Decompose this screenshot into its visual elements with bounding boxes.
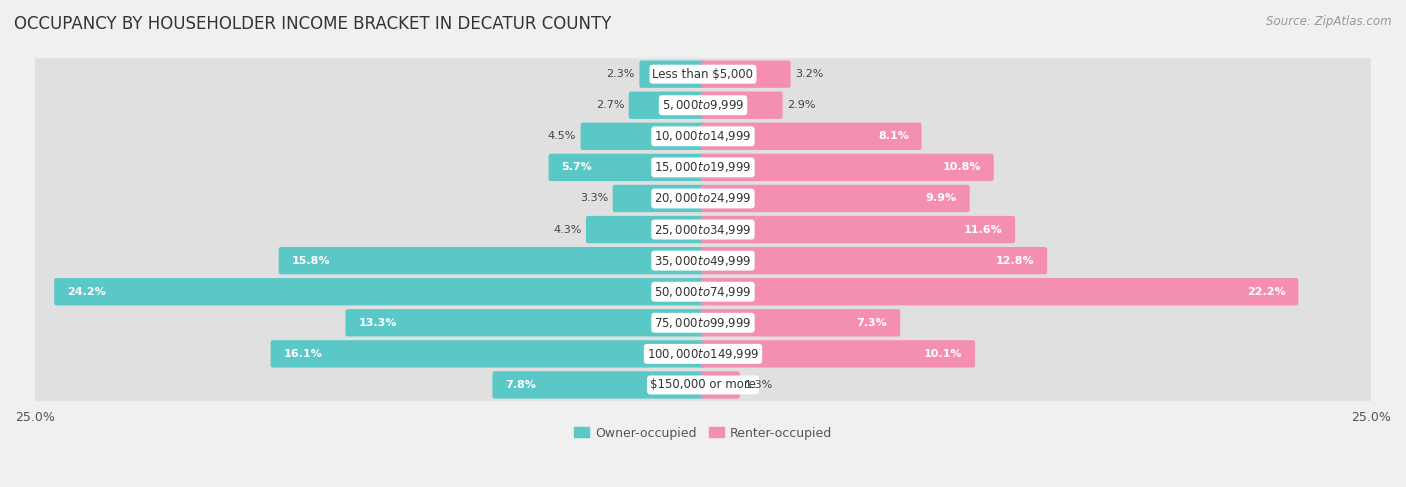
FancyBboxPatch shape bbox=[700, 154, 994, 181]
FancyBboxPatch shape bbox=[31, 214, 1375, 245]
Text: 8.1%: 8.1% bbox=[877, 131, 908, 141]
Legend: Owner-occupied, Renter-occupied: Owner-occupied, Renter-occupied bbox=[568, 422, 838, 445]
FancyBboxPatch shape bbox=[31, 307, 1375, 338]
FancyBboxPatch shape bbox=[700, 185, 970, 212]
FancyBboxPatch shape bbox=[700, 247, 1047, 274]
Text: $5,000 to $9,999: $5,000 to $9,999 bbox=[662, 98, 744, 112]
Text: 13.3%: 13.3% bbox=[359, 318, 396, 328]
FancyBboxPatch shape bbox=[31, 338, 1375, 370]
Text: $10,000 to $14,999: $10,000 to $14,999 bbox=[654, 130, 752, 143]
FancyBboxPatch shape bbox=[581, 123, 706, 150]
Text: 24.2%: 24.2% bbox=[67, 287, 105, 297]
FancyBboxPatch shape bbox=[548, 154, 706, 181]
Text: 16.1%: 16.1% bbox=[284, 349, 322, 359]
Text: 2.9%: 2.9% bbox=[787, 100, 815, 110]
FancyBboxPatch shape bbox=[346, 309, 706, 337]
Text: 9.9%: 9.9% bbox=[925, 193, 957, 204]
FancyBboxPatch shape bbox=[31, 90, 1375, 121]
FancyBboxPatch shape bbox=[700, 60, 790, 88]
FancyBboxPatch shape bbox=[700, 92, 783, 119]
Text: Source: ZipAtlas.com: Source: ZipAtlas.com bbox=[1267, 15, 1392, 28]
Text: 15.8%: 15.8% bbox=[291, 256, 330, 265]
Text: 2.3%: 2.3% bbox=[606, 69, 636, 79]
Text: 2.7%: 2.7% bbox=[596, 100, 624, 110]
Text: $50,000 to $74,999: $50,000 to $74,999 bbox=[654, 285, 752, 299]
Text: 4.5%: 4.5% bbox=[548, 131, 576, 141]
FancyBboxPatch shape bbox=[278, 247, 706, 274]
Text: 10.1%: 10.1% bbox=[924, 349, 962, 359]
FancyBboxPatch shape bbox=[31, 276, 1375, 308]
FancyBboxPatch shape bbox=[700, 216, 1015, 243]
FancyBboxPatch shape bbox=[640, 60, 706, 88]
Text: 7.8%: 7.8% bbox=[505, 380, 536, 390]
FancyBboxPatch shape bbox=[31, 151, 1375, 183]
Text: $100,000 to $149,999: $100,000 to $149,999 bbox=[647, 347, 759, 361]
Text: $35,000 to $49,999: $35,000 to $49,999 bbox=[654, 254, 752, 268]
FancyBboxPatch shape bbox=[31, 120, 1375, 152]
FancyBboxPatch shape bbox=[586, 216, 706, 243]
FancyBboxPatch shape bbox=[55, 278, 706, 305]
Text: OCCUPANCY BY HOUSEHOLDER INCOME BRACKET IN DECATUR COUNTY: OCCUPANCY BY HOUSEHOLDER INCOME BRACKET … bbox=[14, 15, 612, 33]
Text: $75,000 to $99,999: $75,000 to $99,999 bbox=[654, 316, 752, 330]
FancyBboxPatch shape bbox=[31, 183, 1375, 214]
FancyBboxPatch shape bbox=[31, 245, 1375, 277]
FancyBboxPatch shape bbox=[31, 58, 1375, 90]
FancyBboxPatch shape bbox=[31, 369, 1375, 401]
FancyBboxPatch shape bbox=[700, 123, 921, 150]
Text: $25,000 to $34,999: $25,000 to $34,999 bbox=[654, 223, 752, 237]
FancyBboxPatch shape bbox=[700, 309, 900, 337]
FancyBboxPatch shape bbox=[613, 185, 706, 212]
Text: 5.7%: 5.7% bbox=[561, 162, 592, 172]
Text: 4.3%: 4.3% bbox=[553, 225, 582, 235]
FancyBboxPatch shape bbox=[492, 371, 706, 399]
FancyBboxPatch shape bbox=[628, 92, 706, 119]
Text: 7.3%: 7.3% bbox=[856, 318, 887, 328]
Text: 3.2%: 3.2% bbox=[796, 69, 824, 79]
Text: 11.6%: 11.6% bbox=[963, 225, 1002, 235]
FancyBboxPatch shape bbox=[700, 371, 740, 399]
Text: 3.3%: 3.3% bbox=[579, 193, 609, 204]
Text: Less than $5,000: Less than $5,000 bbox=[652, 68, 754, 81]
Text: $15,000 to $19,999: $15,000 to $19,999 bbox=[654, 160, 752, 174]
Text: 22.2%: 22.2% bbox=[1247, 287, 1285, 297]
Text: $20,000 to $24,999: $20,000 to $24,999 bbox=[654, 191, 752, 206]
FancyBboxPatch shape bbox=[700, 278, 1298, 305]
Text: $150,000 or more: $150,000 or more bbox=[650, 378, 756, 392]
Text: 1.3%: 1.3% bbox=[744, 380, 773, 390]
Text: 10.8%: 10.8% bbox=[942, 162, 981, 172]
Text: 12.8%: 12.8% bbox=[995, 256, 1035, 265]
FancyBboxPatch shape bbox=[700, 340, 974, 368]
FancyBboxPatch shape bbox=[270, 340, 706, 368]
